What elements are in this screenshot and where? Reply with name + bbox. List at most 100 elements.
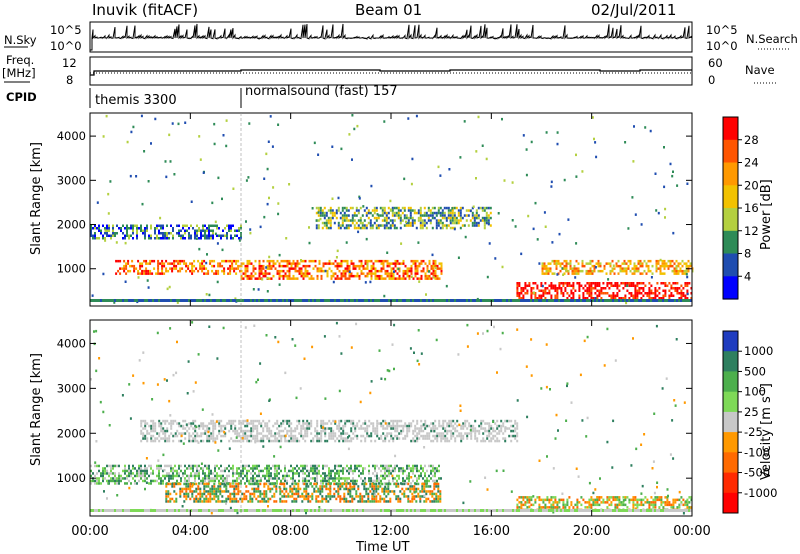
heatmap-cell bbox=[461, 216, 464, 220]
heatmap-cell bbox=[286, 274, 289, 278]
heatmap-cell bbox=[312, 437, 315, 440]
heatmap-cell bbox=[276, 464, 278, 468]
heatmap-cell bbox=[462, 427, 465, 430]
heatmap-cell bbox=[193, 482, 196, 486]
heatmap-cell bbox=[236, 467, 238, 470]
heatmap-cell bbox=[675, 272, 678, 275]
heatmap-cell bbox=[355, 482, 358, 486]
heatmap-cell bbox=[305, 487, 308, 491]
heatmap-cell bbox=[670, 287, 673, 290]
heatmap-cell bbox=[649, 129, 652, 133]
heatmap-cell bbox=[557, 259, 560, 263]
heatmap-cell bbox=[120, 229, 122, 232]
heatmap-cell bbox=[108, 234, 110, 237]
heatmap-cell bbox=[370, 272, 373, 275]
heatmap-cell bbox=[212, 427, 215, 430]
heatmap-cell bbox=[376, 259, 379, 263]
heatmap-cell bbox=[212, 424, 215, 428]
heatmap-cell bbox=[158, 469, 160, 473]
heatmap-cell bbox=[172, 237, 174, 240]
heatmap-cell bbox=[390, 427, 393, 430]
heatmap-cell bbox=[578, 299, 580, 302]
heatmap-cell bbox=[442, 434, 445, 438]
heatmap-cell bbox=[478, 432, 481, 435]
heatmap-cell bbox=[580, 284, 583, 287]
heatmap-cell bbox=[156, 437, 159, 440]
heatmap-cell bbox=[158, 224, 160, 227]
heatmap-cell bbox=[430, 272, 433, 275]
heatmap-cell bbox=[314, 479, 316, 483]
heatmap-cell bbox=[626, 284, 629, 287]
heatmap-cell bbox=[447, 206, 450, 210]
heatmap-cell bbox=[560, 292, 563, 295]
heatmap-cell bbox=[296, 269, 299, 273]
heatmap-cell bbox=[604, 299, 606, 302]
heatmap-cell bbox=[262, 267, 265, 270]
heatmap-cell bbox=[350, 274, 353, 278]
heatmap-cell bbox=[432, 439, 435, 443]
heatmap-cell bbox=[434, 419, 437, 423]
heatmap-cell bbox=[384, 259, 387, 263]
heatmap-cell bbox=[203, 482, 206, 486]
heatmap-cell bbox=[334, 472, 336, 475]
heatmap-cell bbox=[402, 467, 404, 470]
heatmap-cell bbox=[686, 182, 689, 185]
heatmap-cell bbox=[250, 262, 253, 265]
heatmap-cell bbox=[216, 224, 218, 227]
heatmap-cell bbox=[252, 427, 255, 430]
heatmap-cell bbox=[424, 479, 426, 483]
heatmap-cell bbox=[138, 474, 140, 478]
heatmap-cell bbox=[126, 234, 128, 237]
heatmap-cell bbox=[442, 437, 445, 440]
heatmap-cell bbox=[325, 500, 328, 503]
heatmap-cell bbox=[336, 477, 338, 480]
heatmap-cell bbox=[162, 234, 164, 237]
heatmap-cell bbox=[380, 422, 383, 425]
heatmap-cell bbox=[608, 282, 611, 285]
heatmap-cell bbox=[330, 477, 332, 480]
heatmap-cell bbox=[363, 500, 366, 503]
heatmap-cell bbox=[154, 422, 157, 425]
heatmap-cell bbox=[382, 419, 385, 423]
heatmap-cell bbox=[473, 216, 476, 220]
heatmap-cell bbox=[603, 267, 606, 270]
heatmap-cell bbox=[229, 492, 232, 496]
heatmap-cell bbox=[241, 492, 244, 496]
heatmap-cell bbox=[262, 272, 265, 275]
heatmap-cell bbox=[369, 280, 372, 284]
heatmap-cell bbox=[335, 482, 338, 486]
heatmap-cell bbox=[380, 262, 383, 265]
heatmap-cell bbox=[362, 272, 365, 275]
heatmap-cell bbox=[244, 269, 247, 273]
heatmap-cell bbox=[325, 482, 328, 486]
heatmap-cell bbox=[395, 206, 398, 210]
heatmap-cell bbox=[188, 237, 190, 240]
heatmap-cell bbox=[314, 472, 316, 475]
heatmap-cell bbox=[238, 472, 240, 475]
heatmap-cell bbox=[275, 490, 278, 493]
heatmap-cell bbox=[675, 269, 678, 273]
heatmap-cell bbox=[480, 299, 482, 302]
heatmap-cell bbox=[154, 117, 157, 121]
heatmap-cell bbox=[186, 229, 188, 232]
heatmap-cell bbox=[264, 467, 266, 470]
heatmap-cell bbox=[367, 216, 370, 220]
heatmap-cell bbox=[485, 216, 488, 220]
heatmap-cell bbox=[246, 464, 248, 468]
heatmap-cell bbox=[406, 429, 409, 433]
heatmap-cell bbox=[218, 482, 220, 485]
heatmap-cell bbox=[291, 492, 294, 496]
heatmap-cell bbox=[304, 269, 307, 273]
heatmap-cell bbox=[319, 492, 322, 496]
heatmap-cell bbox=[426, 437, 429, 440]
heatmap-cell bbox=[316, 477, 318, 480]
heatmap-cell bbox=[624, 282, 627, 285]
heatmap-cell bbox=[490, 427, 493, 430]
heatmap-cell bbox=[409, 221, 412, 225]
heatmap-cell bbox=[522, 134, 525, 137]
heatmap-cell bbox=[572, 297, 575, 300]
heatmap-cell bbox=[344, 439, 347, 443]
heatmap-cell bbox=[432, 269, 435, 273]
heatmap-cell bbox=[208, 434, 211, 438]
heatmap-cell bbox=[237, 485, 240, 488]
